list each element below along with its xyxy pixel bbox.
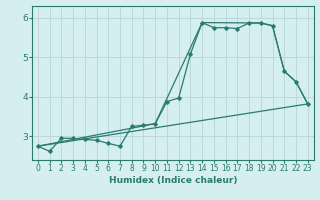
X-axis label: Humidex (Indice chaleur): Humidex (Indice chaleur) — [108, 176, 237, 185]
